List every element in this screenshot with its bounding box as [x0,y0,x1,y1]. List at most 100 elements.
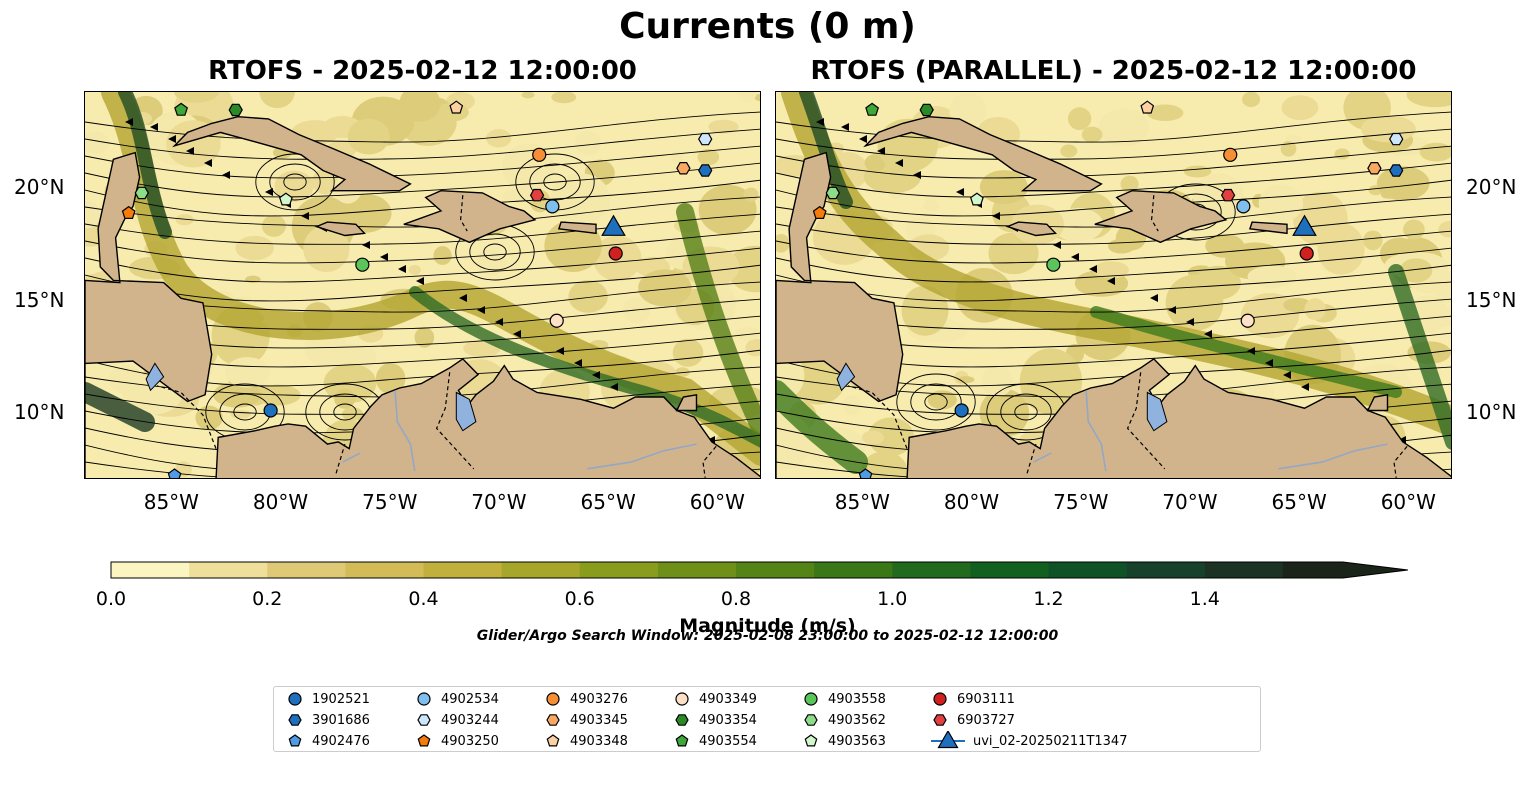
platform-marker[interactable] [529,188,545,202]
colorbar-tick-label: 1.4 [1189,588,1220,610]
colorbar-segment [111,562,190,578]
legend-marker[interactable] [546,734,560,747]
lat-tick-label: 15°N [1466,287,1517,312]
legend-marker[interactable] [417,714,431,726]
legend-label: 4903250 [441,733,499,749]
platform-marker[interactable] [1240,313,1255,328]
legend-label: 6903727 [957,712,1015,728]
legend-item: 4903354 [673,710,757,730]
legend-item: 4903250 [415,731,499,751]
colorbar-segment [814,562,893,578]
legend-marker[interactable] [417,692,431,706]
platform-marker[interactable] [969,192,984,206]
legend-marker-icon [546,734,560,747]
colorbar-segment [1204,562,1284,578]
platform-marker[interactable] [167,468,182,479]
legend-marker[interactable] [417,734,431,747]
legend-marker[interactable] [675,692,689,706]
colorbar-segment [1048,562,1128,578]
legend-item: 6903727 [931,710,1015,730]
colorbar-label: Magnitude (m/s) [679,615,856,637]
legend-item: 4903562 [802,710,886,730]
platform-marker[interactable] [1367,161,1382,175]
lon-tick-label: 85°W [143,490,199,514]
legend-marker[interactable] [288,714,302,726]
platform-marker[interactable] [532,147,547,162]
platform-marker[interactable] [601,214,626,236]
lon-tick-label: 70°W [1162,490,1218,514]
platform-marker[interactable] [449,100,464,114]
platform-marker[interactable] [1236,199,1251,214]
legend-marker[interactable] [288,692,302,706]
colorbar-tick-label: 0.4 [408,588,439,610]
legend-marker[interactable] [804,714,818,726]
legend-marker[interactable] [675,714,689,726]
left-map-title: RTOFS - 2025-02-12 12:00:00 [208,56,637,86]
platform-marker[interactable] [355,257,370,272]
legend-label: 4903562 [828,712,886,728]
legend-marker-icon [804,692,818,706]
platform-marker[interactable] [1299,246,1314,261]
legend-marker-icon [546,692,560,706]
legend-marker[interactable] [937,731,959,749]
platform-marker[interactable] [812,205,827,220]
colorbar-segment [1126,562,1206,578]
colorbar-segment [267,562,346,578]
legend-item: 4903348 [544,731,628,751]
legend-marker-icon [546,714,560,726]
platform-marker[interactable] [698,132,713,146]
legend-marker[interactable] [933,714,947,726]
platform-marker[interactable] [858,468,873,479]
platform-marker[interactable] [174,102,189,116]
legend-item: 4903349 [673,689,757,709]
legend-item: uvi_02-20250211T1347 [931,731,1127,751]
colorbar-segment [892,562,971,578]
lat-tick-label: 10°N [1466,399,1517,424]
legend-marker[interactable] [288,734,302,747]
legend-label: 4903349 [699,691,757,707]
platform-marker[interactable] [1389,132,1404,146]
colorbar-segment [501,562,581,578]
platform-marker[interactable] [1046,257,1061,272]
platform-marker[interactable] [954,403,969,418]
platform-marker[interactable] [865,102,880,116]
search-window-text: Glider/Argo Search Window: 2025-02-08 23… [476,628,1059,644]
rtofs-parallel-map[interactable] [775,91,1452,479]
figure-title: Currents (0 m) [619,6,916,47]
legend-label: 3901686 [312,712,370,728]
platform-marker[interactable] [1389,164,1404,177]
legend-marker-icon [933,714,947,726]
legend-marker[interactable] [546,692,560,706]
platform-marker[interactable] [549,313,564,328]
legend-marker[interactable] [546,714,560,726]
legend-marker[interactable] [804,734,818,747]
legend-marker-icon [675,714,689,726]
rtofs-map[interactable] [84,91,761,479]
platform-legend: 1902521 3901686 4902476 4902534 4903244 49032… [273,686,1261,752]
platform-marker[interactable] [1292,214,1317,236]
legend-label: uvi_02-20250211T1347 [973,733,1128,749]
legend-marker[interactable] [675,734,689,747]
platform-marker[interactable] [919,103,934,117]
lat-tick-label: 15°N [14,287,65,312]
platform-marker[interactable] [278,192,293,206]
platform-marker[interactable] [1220,188,1236,202]
legend-marker-icon [288,714,302,726]
platform-marker[interactable] [676,161,691,175]
platform-marker[interactable] [608,246,623,261]
legend-marker[interactable] [933,692,947,706]
platform-marker[interactable] [698,164,713,177]
platform-marker[interactable] [1140,100,1155,114]
platform-marker[interactable] [1223,147,1238,162]
platform-marker[interactable] [263,403,278,418]
legend-marker[interactable] [804,692,818,706]
platform-marker[interactable] [134,186,149,200]
platform-marker[interactable] [545,199,560,214]
platform-marker[interactable] [825,186,840,200]
colorbar-tick-label: 0.8 [720,588,752,610]
lat-tick-label: 10°N [14,399,65,424]
platform-marker[interactable] [121,205,136,220]
legend-item: 6903111 [931,689,1015,709]
platform-marker[interactable] [228,103,243,117]
colorbar-tick-label: 0.0 [95,588,127,610]
